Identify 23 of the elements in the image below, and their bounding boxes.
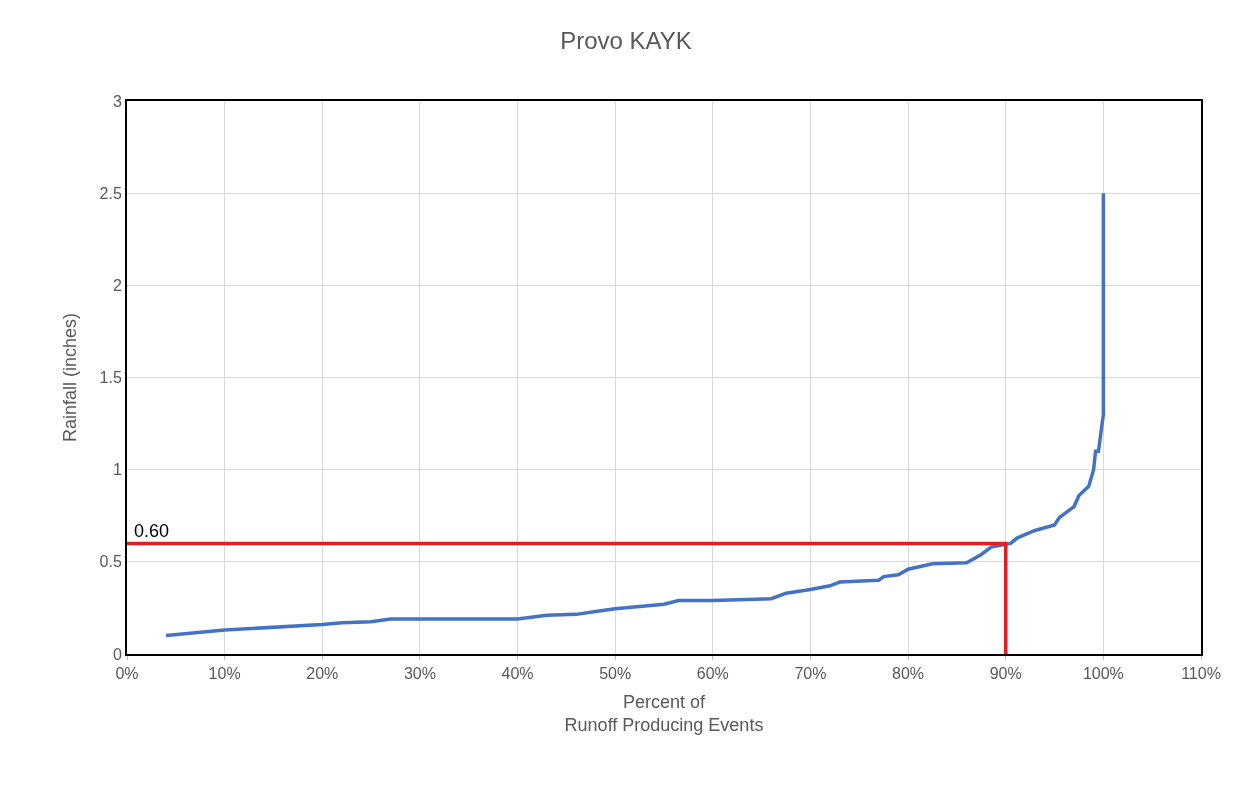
x-tick-label: 70% [794, 665, 827, 683]
y-tick-label: 0.5 [99, 553, 122, 571]
y-tick-label: 1.5 [99, 369, 122, 387]
chart-title: Provo KAYK [560, 26, 692, 54]
x-tick-label: 110% [1181, 665, 1221, 683]
x-tick-label: 50% [599, 665, 632, 683]
x-axis-title: Percent of Runoff Producing Events [564, 691, 764, 736]
x-tick-label: 80% [892, 665, 925, 683]
x-tick-label: 100% [1082, 665, 1124, 683]
y-tick-label: 2.5 [99, 184, 122, 202]
y-tick-label: 0 [112, 645, 122, 663]
y-tick-label: 3 [112, 92, 122, 110]
x-tick-label: 60% [696, 665, 729, 683]
y-tick-label: 1 [112, 461, 122, 479]
x-tick-label: 40% [501, 665, 534, 683]
x-tick-label: 10% [208, 665, 241, 683]
x-tick-label: 20% [306, 665, 339, 683]
y-axis-title: Rainfall (inches) [60, 312, 81, 443]
x-tick-label: 90% [989, 665, 1022, 683]
x-tick-label: 30% [403, 665, 436, 683]
annotation: 0.60 [134, 521, 170, 541]
x-tick-label: 0% [115, 665, 139, 683]
y-tick-label: 2 [112, 276, 122, 294]
